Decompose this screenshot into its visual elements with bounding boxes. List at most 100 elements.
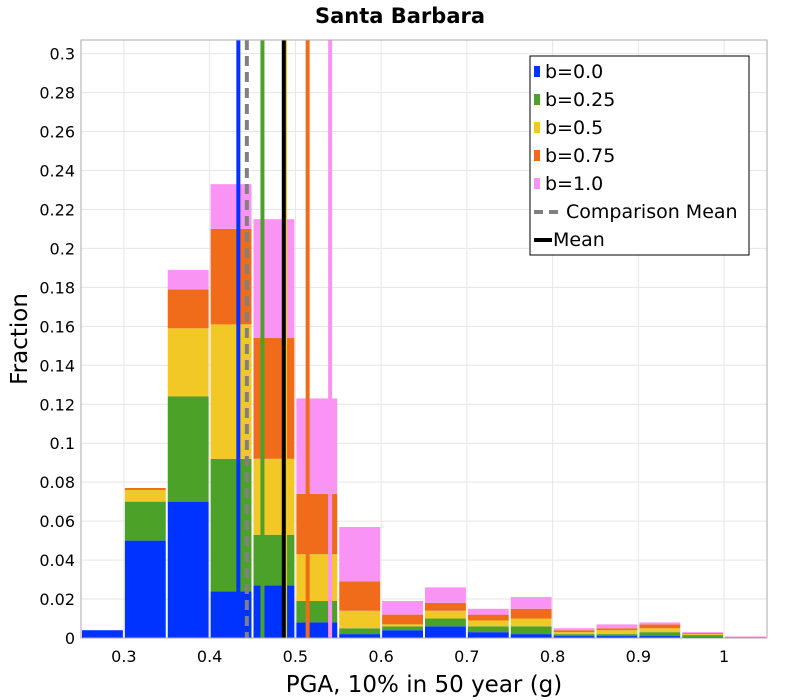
bar-segment	[82, 630, 123, 638]
chart-title: Santa Barbara	[315, 4, 485, 28]
y-tick-label: 0.12	[39, 395, 75, 414]
bar-segment	[124, 489, 166, 502]
x-tick-label: 0.6	[368, 647, 393, 666]
x-tick-label: 0.3	[111, 647, 136, 666]
bar-segment	[339, 581, 381, 611]
y-tick-label: 0.16	[39, 317, 75, 336]
legend-label: b=0.25	[545, 89, 615, 111]
bar-segment	[382, 600, 423, 615]
bar-segment	[210, 228, 252, 325]
bar-segment	[382, 614, 423, 625]
bar-segment	[553, 632, 595, 635]
bar-segment	[596, 634, 638, 637]
bar-segment	[725, 636, 766, 637]
y-tick-label: 0.24	[39, 162, 75, 181]
bar-segment	[510, 618, 552, 627]
bar-segment	[339, 610, 381, 629]
bar-segment	[167, 289, 209, 329]
bar-segment	[467, 626, 509, 633]
bar-segment	[596, 624, 638, 629]
legend-label: Mean	[553, 229, 605, 251]
bar-segment	[210, 458, 252, 592]
bar-segment	[467, 632, 509, 638]
bar-segment	[382, 624, 423, 627]
bar-segment	[253, 219, 295, 339]
bar-segment	[596, 636, 638, 638]
legend-label: b=1.0	[545, 173, 603, 195]
y-tick-label: 0.1	[50, 434, 75, 453]
bar-segment	[467, 614, 509, 621]
bar-segment	[425, 618, 466, 627]
y-tick-label: 0	[65, 629, 75, 648]
bar-segment	[425, 587, 466, 603]
y-tick-label: 0.18	[39, 278, 75, 297]
bar-segment	[124, 501, 166, 541]
bar-segment	[167, 269, 209, 290]
bar-segment	[553, 630, 595, 633]
legend-swatch	[534, 150, 540, 161]
y-tick-label: 0.08	[39, 473, 75, 492]
bar-segment	[382, 626, 423, 631]
bar-segment	[167, 501, 209, 638]
mean-lines	[236, 40, 333, 638]
y-tick-label: 0.28	[39, 84, 75, 103]
x-tick-label: 0.9	[626, 647, 651, 666]
bar-segment	[425, 610, 466, 619]
bar-segment	[253, 534, 295, 586]
bar-segment	[253, 585, 295, 638]
bar-segment	[124, 488, 166, 490]
x-axis-label: PGA, 10% in 50 year (g)	[286, 672, 563, 698]
bar-segment	[553, 634, 595, 637]
bar-segment	[596, 630, 638, 635]
bar-segment	[596, 628, 638, 631]
legend-label: b=0.5	[545, 117, 603, 139]
legend-label: b=0.75	[545, 145, 615, 167]
bar-segment	[639, 632, 681, 637]
y-tick-label: 0.26	[39, 123, 75, 142]
y-axis-label: Fraction	[7, 293, 33, 385]
bar-segment	[639, 624, 681, 629]
x-axis-ticks: 0.3 0.4 0.5 0.6 0.7 0.8 0.9 1	[111, 647, 729, 666]
legend: b=0.0 b=0.25 b=0.5 b=0.75 b=1.0 Comparison Me…	[529, 55, 750, 256]
bar-segment	[339, 634, 381, 638]
legend-label: b=0.0	[545, 61, 603, 83]
bar-segment	[425, 602, 466, 611]
y-tick-label: 0.02	[39, 590, 75, 609]
bar-segment	[167, 396, 209, 502]
bar-segment	[682, 632, 724, 634]
x-tick-label: 0.5	[283, 647, 308, 666]
bar-segment	[682, 635, 724, 638]
bar-segment	[510, 634, 552, 638]
y-tick-label: 0.14	[39, 356, 75, 375]
x-tick-label: 1	[719, 647, 729, 666]
bar-segment	[553, 636, 595, 638]
y-tick-label: 0.2	[50, 239, 75, 258]
bar-segment	[682, 633, 724, 635]
legend-swatch	[534, 122, 540, 133]
bar-segment	[210, 591, 252, 638]
bar-segment	[639, 628, 681, 633]
bar-segment	[253, 458, 295, 535]
bar-segment	[210, 324, 252, 459]
bar-segment	[510, 608, 552, 619]
bar-segment	[382, 630, 423, 638]
bar-segment	[682, 634, 724, 636]
y-tick-label: 0.3	[50, 45, 75, 64]
legend-swatch	[534, 66, 540, 77]
bar-segment	[167, 328, 209, 397]
bar-segment	[425, 626, 466, 638]
bar-segment	[510, 597, 552, 609]
x-tick-label: 0.4	[197, 647, 222, 666]
y-tick-label: 0.22	[39, 200, 75, 219]
legend-swatch	[534, 178, 540, 189]
y-axis-ticks: 0 0.02 0.04 0.06 0.08 0.1 0.12 0.14 0.16 0.18 0.2 0…	[39, 45, 75, 648]
bar-segment	[639, 636, 681, 638]
y-tick-label: 0.04	[39, 551, 75, 570]
bar-segment	[510, 626, 552, 635]
legend-swatch	[534, 94, 540, 105]
bar-segment	[253, 338, 295, 459]
bar-segment	[339, 526, 381, 582]
bar-segment	[553, 628, 595, 631]
x-tick-label: 0.8	[540, 647, 565, 666]
